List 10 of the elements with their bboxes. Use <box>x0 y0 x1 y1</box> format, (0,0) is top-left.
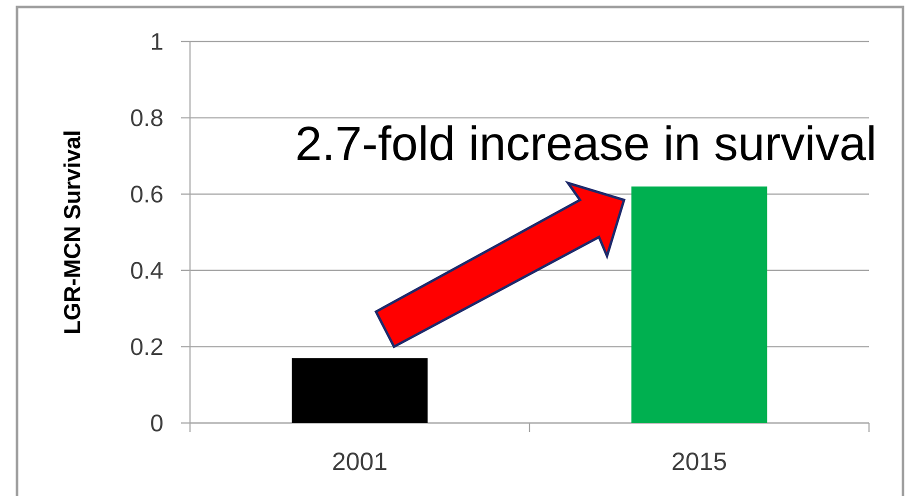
y-tick-label: 0.8 <box>131 109 162 126</box>
y-axis-title: LGR-MCN Survival <box>63 132 80 333</box>
y-tick-label: 0.6 <box>131 186 162 203</box>
x-tick-label: 2015 <box>672 452 726 470</box>
x-tick-label: 2001 <box>333 452 386 470</box>
y-tick-label: 0 <box>151 414 163 432</box>
y-tick-label: 1 <box>152 33 162 50</box>
y-tick-label: 0.2 <box>131 338 162 356</box>
y-tick-label: 0.4 <box>131 262 163 279</box>
annotation: 2.7-fold increase in survival <box>298 125 874 160</box>
